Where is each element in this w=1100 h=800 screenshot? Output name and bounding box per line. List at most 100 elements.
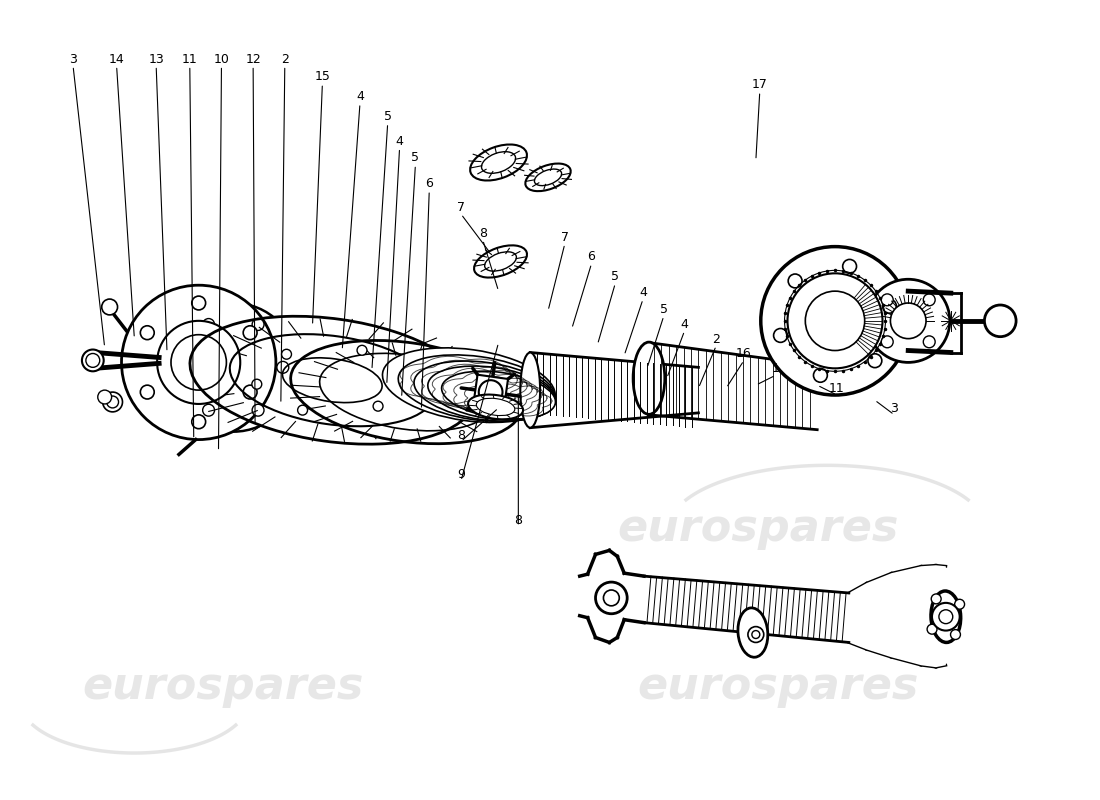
- Text: 2: 2: [280, 53, 288, 66]
- Circle shape: [169, 303, 298, 432]
- Text: 14: 14: [109, 53, 124, 66]
- Circle shape: [927, 624, 937, 634]
- Circle shape: [178, 362, 190, 374]
- Text: 16: 16: [736, 347, 751, 361]
- Text: 6: 6: [426, 178, 433, 190]
- Text: 13: 13: [148, 53, 164, 66]
- Text: eurospares: eurospares: [637, 666, 918, 709]
- Ellipse shape: [482, 152, 516, 174]
- Polygon shape: [649, 342, 817, 430]
- Text: 11: 11: [182, 53, 198, 66]
- Circle shape: [984, 305, 1016, 337]
- Ellipse shape: [535, 169, 562, 186]
- Ellipse shape: [290, 341, 522, 444]
- Circle shape: [191, 415, 206, 429]
- Circle shape: [282, 350, 292, 359]
- Text: 11: 11: [829, 382, 845, 395]
- Ellipse shape: [414, 361, 556, 421]
- Text: 8: 8: [478, 226, 486, 240]
- Text: eurospares: eurospares: [617, 507, 899, 550]
- Circle shape: [748, 626, 763, 642]
- Circle shape: [202, 318, 215, 330]
- Ellipse shape: [738, 608, 768, 658]
- Ellipse shape: [190, 316, 474, 444]
- Polygon shape: [644, 576, 849, 642]
- Circle shape: [923, 294, 935, 306]
- Circle shape: [950, 630, 960, 639]
- Text: 3: 3: [890, 402, 899, 415]
- Circle shape: [882, 299, 896, 313]
- Circle shape: [277, 362, 289, 374]
- Circle shape: [202, 404, 215, 416]
- Circle shape: [939, 610, 953, 624]
- Circle shape: [923, 336, 935, 348]
- Ellipse shape: [634, 342, 664, 414]
- Circle shape: [788, 274, 882, 368]
- Text: 4: 4: [396, 134, 404, 148]
- Circle shape: [761, 246, 910, 395]
- Ellipse shape: [931, 591, 960, 642]
- Circle shape: [86, 354, 100, 367]
- Circle shape: [805, 291, 865, 350]
- Text: 7: 7: [561, 230, 569, 244]
- Ellipse shape: [520, 353, 540, 428]
- Circle shape: [252, 404, 264, 416]
- Ellipse shape: [441, 371, 556, 419]
- Circle shape: [252, 379, 262, 389]
- Text: 3: 3: [69, 53, 77, 66]
- Circle shape: [843, 259, 857, 274]
- Text: 5: 5: [384, 110, 392, 123]
- Text: 8: 8: [515, 514, 522, 526]
- Circle shape: [604, 590, 619, 606]
- Circle shape: [101, 299, 118, 315]
- Circle shape: [298, 405, 308, 415]
- Ellipse shape: [469, 394, 524, 419]
- Circle shape: [121, 286, 276, 439]
- Circle shape: [478, 380, 503, 404]
- Text: 4: 4: [356, 90, 364, 103]
- Circle shape: [932, 603, 959, 630]
- Text: 9: 9: [456, 468, 465, 481]
- Text: 17: 17: [752, 78, 768, 91]
- Text: 6: 6: [587, 250, 595, 263]
- Circle shape: [403, 371, 412, 381]
- Circle shape: [752, 630, 760, 638]
- Text: 1: 1: [772, 362, 780, 375]
- Ellipse shape: [476, 398, 515, 415]
- Circle shape: [955, 599, 965, 609]
- Text: eurospares: eurospares: [82, 666, 364, 709]
- Text: 4: 4: [639, 286, 647, 299]
- Polygon shape: [473, 374, 508, 410]
- Circle shape: [881, 336, 893, 348]
- Circle shape: [773, 329, 788, 342]
- Circle shape: [595, 582, 627, 614]
- Circle shape: [191, 296, 206, 310]
- Ellipse shape: [470, 145, 527, 181]
- Text: 4: 4: [681, 318, 689, 330]
- Circle shape: [81, 350, 103, 371]
- Circle shape: [890, 303, 926, 338]
- Circle shape: [868, 354, 882, 368]
- Circle shape: [141, 326, 154, 340]
- Circle shape: [881, 294, 893, 306]
- Circle shape: [789, 274, 802, 288]
- Circle shape: [157, 321, 240, 404]
- Ellipse shape: [485, 252, 516, 271]
- Ellipse shape: [398, 355, 556, 422]
- Ellipse shape: [383, 348, 556, 422]
- Circle shape: [358, 346, 367, 355]
- Text: 10: 10: [213, 53, 230, 66]
- Ellipse shape: [526, 163, 571, 191]
- Polygon shape: [849, 566, 946, 667]
- Circle shape: [243, 385, 257, 399]
- Circle shape: [932, 594, 942, 604]
- Circle shape: [98, 390, 111, 404]
- Circle shape: [814, 368, 827, 382]
- Circle shape: [252, 318, 264, 330]
- Text: 12: 12: [245, 53, 261, 66]
- Circle shape: [373, 402, 383, 411]
- Ellipse shape: [428, 366, 556, 420]
- Circle shape: [141, 385, 154, 399]
- Circle shape: [102, 392, 122, 412]
- Text: 5: 5: [411, 151, 419, 165]
